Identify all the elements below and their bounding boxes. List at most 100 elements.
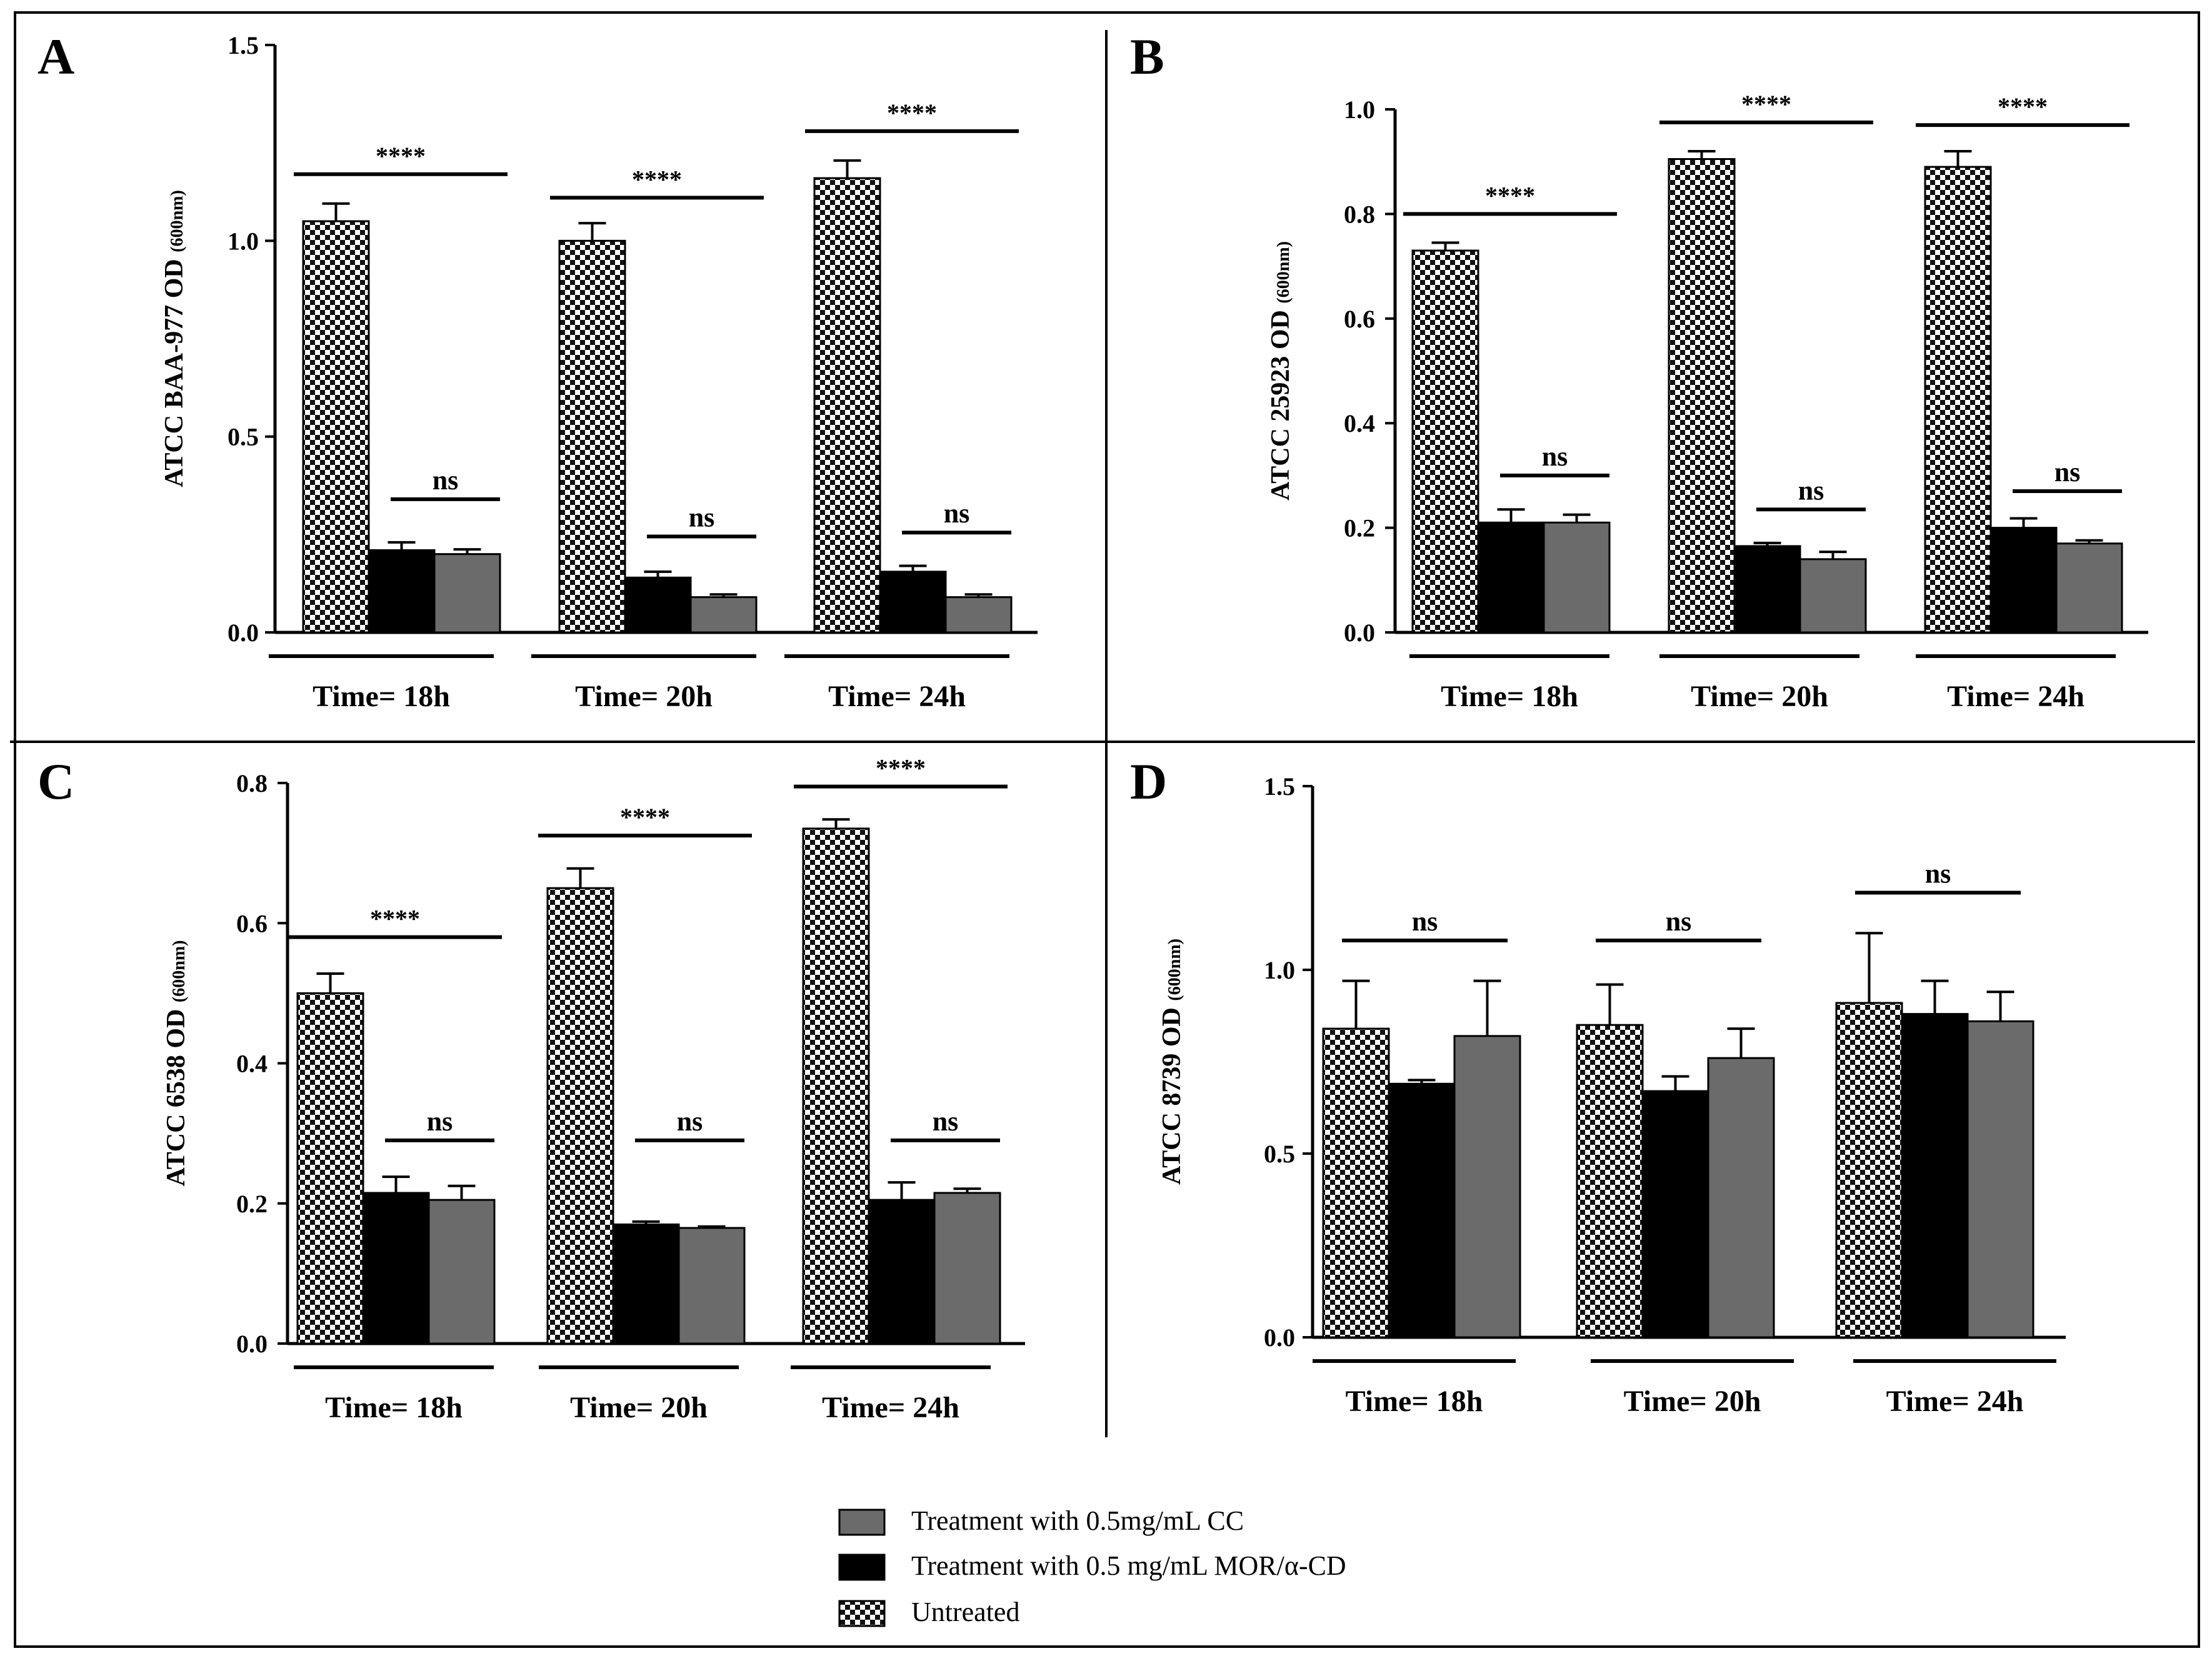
significance-label: ns xyxy=(933,1106,959,1137)
bar-mor xyxy=(612,1223,680,1345)
y-tick-label: 0.5 xyxy=(228,423,259,451)
significance-label: ns xyxy=(2054,457,2081,487)
bar-cc xyxy=(1453,1035,1521,1339)
figure-border xyxy=(14,11,2200,1648)
y-tick-label: 0.6 xyxy=(1344,305,1375,333)
x-category-label: Time= 18h xyxy=(313,680,450,713)
bar-cc xyxy=(1543,521,1611,634)
x-category-label: Time= 20h xyxy=(1624,1385,1761,1418)
y-tick-label: 0.0 xyxy=(236,1330,268,1358)
significance-label: **** xyxy=(1741,90,1791,118)
y-tick-label: 1.0 xyxy=(228,227,259,255)
significance-label: **** xyxy=(376,142,426,170)
panel-b: B 0.0 0.2 0.4 0.6 0.8 1.0 ATCC 25923 OD (600nm)… xyxy=(1130,28,2148,713)
significance-label: ns xyxy=(1666,906,1692,937)
significance-label: ns xyxy=(944,498,970,529)
bar-mor xyxy=(868,1199,936,1345)
bar-cc xyxy=(689,596,758,634)
significance-label: ns xyxy=(677,1106,703,1137)
y-tick-label: 0.8 xyxy=(1344,200,1375,228)
x-category-label: Time= 24h xyxy=(1886,1385,2024,1418)
bar-cc xyxy=(428,1199,496,1345)
significance-label: ns xyxy=(427,1106,453,1137)
significance-label: **** xyxy=(620,803,670,831)
y-axis-label-sub: (600nm) xyxy=(1274,241,1293,304)
bar-untreated xyxy=(1411,249,1479,634)
x-category-label: Time= 18h xyxy=(325,1391,463,1424)
legend-label-mor: Treatment with 0.5 mg/mL MOR/α-CD xyxy=(911,1550,1346,1581)
bar-untreated xyxy=(813,177,881,634)
bar-mor xyxy=(1733,545,1801,634)
bar-cc xyxy=(678,1227,746,1345)
panels: A 0.0 0.5 1.0 1.5 ATCC BAA-977 OD (600nm) ****… xyxy=(38,28,2148,1424)
panel-letter: D xyxy=(1130,753,1167,810)
y-tick-label: 0.6 xyxy=(236,909,268,937)
y-axis-label-sub: (600nm) xyxy=(1165,939,1184,1001)
bar-mor xyxy=(624,576,692,634)
bar-untreated xyxy=(1924,166,1992,634)
bar-untreated xyxy=(1576,1024,1644,1339)
bar-cc xyxy=(933,1192,1001,1345)
bar-untreated xyxy=(1322,1027,1390,1339)
significance-label: **** xyxy=(1998,92,2048,121)
y-tick-label: 0.4 xyxy=(1344,409,1375,437)
x-category-label: Time= 24h xyxy=(822,1391,959,1424)
y-axis-label-main: ATCC 25923 OD xyxy=(1266,304,1295,501)
bar-untreated xyxy=(802,827,870,1345)
y-tick-label: 0.2 xyxy=(236,1190,268,1218)
bar-untreated xyxy=(546,887,614,1345)
y-tick-label: 0.0 xyxy=(1344,619,1375,647)
legend-label-untreated: Untreated xyxy=(911,1597,1019,1627)
y-axis-label-main: ATCC 8739 OD xyxy=(1158,1001,1186,1185)
y-tick-label: 1.0 xyxy=(1264,956,1295,984)
legend: Treatment with 0.5mg/mL CC Treatment with… xyxy=(838,1505,1346,1627)
x-category-label: Time= 18h xyxy=(1441,680,1578,713)
y-axis-label: ATCC 6538 OD (600nm) xyxy=(162,940,191,1187)
y-axis-label-sub: (600nm) xyxy=(168,190,187,252)
bar-cc xyxy=(433,553,501,634)
x-category-label: Time= 24h xyxy=(828,680,966,713)
bar-untreated xyxy=(1668,158,1736,634)
bar-mor xyxy=(1641,1090,1709,1339)
y-axis-label: ATCC 25923 OD (600nm) xyxy=(1266,241,1295,501)
significance-label: **** xyxy=(370,905,420,933)
panel-a: A 0.0 0.5 1.0 1.5 ATCC BAA-977 OD (600nm) ****… xyxy=(38,28,1038,713)
panel-letter: C xyxy=(38,753,74,810)
y-axis-label: ATCC BAA-977 OD (600nm) xyxy=(160,190,189,487)
y-axis-label: ATCC 8739 OD (600nm) xyxy=(1158,939,1186,1185)
significance-label: **** xyxy=(1485,181,1535,209)
bar-untreated xyxy=(302,220,370,634)
bar-untreated xyxy=(558,239,626,634)
significance-label: **** xyxy=(887,99,937,127)
bar-untreated xyxy=(296,992,364,1345)
y-tick-label: 1.5 xyxy=(1264,772,1295,801)
y-axis-label-main: ATCC 6538 OD xyxy=(162,1002,191,1186)
bar-cc xyxy=(944,596,1013,634)
y-axis-label-sub: (600nm) xyxy=(169,940,189,1003)
bar-cc xyxy=(1966,1020,2034,1339)
x-category-label: Time= 18h xyxy=(1346,1385,1483,1418)
significance-label: **** xyxy=(876,754,926,782)
legend-swatch-mor xyxy=(838,1554,886,1581)
bar-mor xyxy=(1901,1013,1969,1339)
x-category-label: Time= 24h xyxy=(1947,680,2084,713)
bar-mor xyxy=(1477,521,1545,634)
bar-mor xyxy=(879,571,947,634)
panel-letter: A xyxy=(38,28,74,85)
legend-swatch-cc xyxy=(838,1509,886,1536)
bar-mor xyxy=(368,549,436,634)
y-tick-label: 0.5 xyxy=(1264,1140,1295,1168)
bar-cc xyxy=(2055,542,2123,634)
y-tick-label: 1.0 xyxy=(1344,96,1375,124)
x-category-label: Time= 20h xyxy=(575,680,713,713)
significance-label: ns xyxy=(433,465,459,496)
bar-mor xyxy=(362,1192,430,1345)
panel-d: D 0.0 0.5 1.0 1.5 ATCC 8739 OD (600nm) ns ns ns T… xyxy=(1130,753,2066,1418)
bar-cc xyxy=(1707,1057,1775,1339)
significance-label: ns xyxy=(1925,859,1951,889)
significance-label: ns xyxy=(1542,441,1568,472)
bar-mor xyxy=(1989,527,2058,634)
significance-label: ns xyxy=(689,502,715,532)
y-axis-label-main: ATCC BAA-977 OD xyxy=(160,252,189,487)
